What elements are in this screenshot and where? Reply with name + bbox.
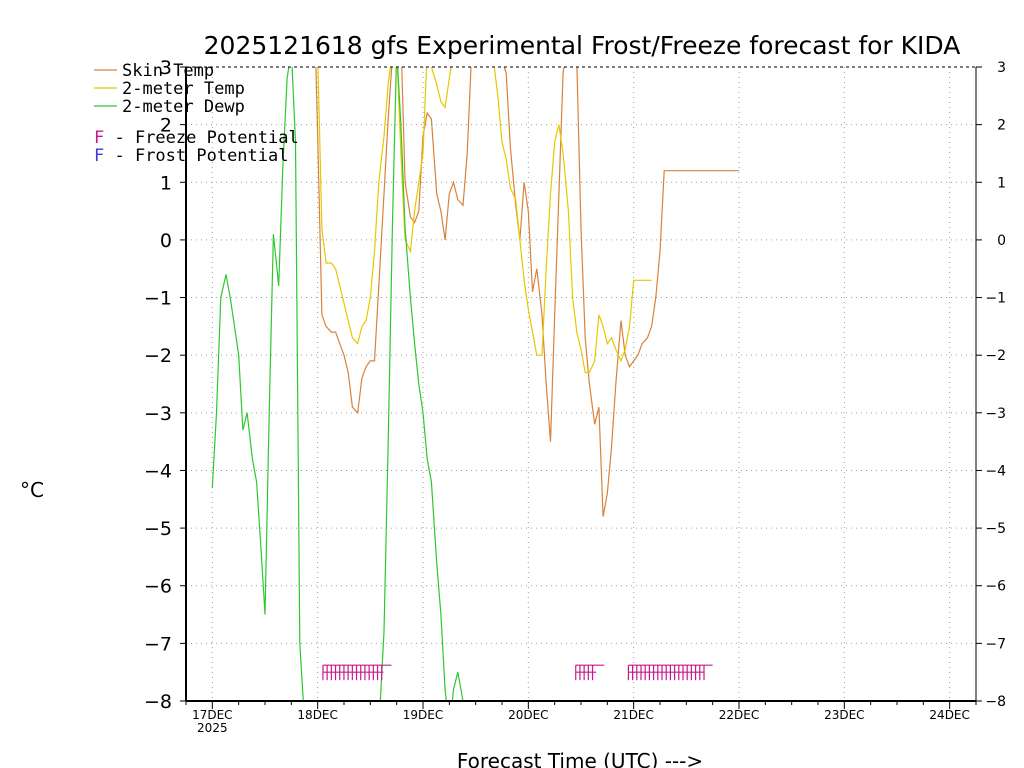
y-tick-label-left: −7 [144,633,172,655]
axes: −8 −8 −7 −7 −6 −6 −5 −5 −4 −4 −3 −3 −2 −2 −1 −1 0 0 1 1 2 2 3 3… [144,57,1006,735]
y-tick-label-left: 3 [160,57,172,79]
y-tick-label-left: −1 [144,288,172,310]
x-tick-label: 22DEC [719,708,759,722]
freeze-potential-marker [575,664,605,681]
y-tick-label-right: −3 [985,406,1006,422]
series-lines [211,67,739,701]
y-axis-label: °C [20,478,44,502]
y-tick-label-left: 1 [160,172,172,194]
y-tick-label-right: 3 [997,60,1006,76]
legend-note-letter: F [94,128,104,148]
x-tick-label: 19DEC [403,708,443,722]
freeze-markers [322,664,713,681]
freeze-potential-marker [322,664,392,681]
y-tick-label-left: 0 [160,230,172,252]
gridlines [186,67,976,701]
x-tick-label: 21DEC [613,708,653,722]
x-tick-label: 18DEC [297,708,337,722]
y-tick-label-left: −3 [144,403,172,425]
series-line-2-meter-dewp [211,67,464,701]
y-tick-label-right: −1 [985,291,1006,307]
x-tick-label: 17DEC [192,708,232,722]
y-tick-label-right: 2 [997,118,1006,134]
legend-note-letter: F [94,146,104,166]
legend-label: Skin Temp [122,61,214,81]
y-tick-label-left: −6 [144,576,172,598]
freeze-potential-marker [627,664,713,681]
y-tick-label-right: −8 [985,694,1006,710]
legend-note: F - Freeze Potential [94,128,299,148]
y-tick-label-right: 1 [997,175,1006,191]
x-axis-label: Forecast Time (UTC) ---> [457,749,703,768]
y-tick-label-left: −4 [144,460,172,482]
x-tick-label: 24DEC [929,708,969,722]
x-tick-label: 23DEC [824,708,864,722]
y-tick-label-right: −2 [985,348,1006,364]
legend-label: 2-meter Dewp [122,97,245,117]
y-tick-label-left: −2 [144,345,172,367]
legend-note-text: - Freeze Potential [104,128,298,148]
y-tick-label-left: −8 [144,691,172,713]
y-tick-label-left: −5 [144,518,172,540]
y-tick-label-right: −4 [985,463,1006,479]
series-line-2-meter-temp [317,67,652,374]
x-tick-year-label: 2025 [197,721,228,735]
legend-note-text: - Frost Potential [104,146,288,166]
y-tick-label-right: −5 [985,521,1006,537]
legend-note: F - Frost Potential [94,146,288,166]
series-line-skin-temp [315,67,739,517]
x-tick-label: 20DEC [508,708,548,722]
chart-title: 2025121618 gfs Experimental Frost/Freeze… [204,31,961,60]
y-tick-label-right: −6 [985,579,1006,595]
legend-label: 2-meter Temp [122,79,245,99]
y-tick-label-right: 0 [997,233,1006,249]
y-tick-label-right: −7 [985,636,1006,652]
y-tick-label-left: 2 [160,115,172,137]
